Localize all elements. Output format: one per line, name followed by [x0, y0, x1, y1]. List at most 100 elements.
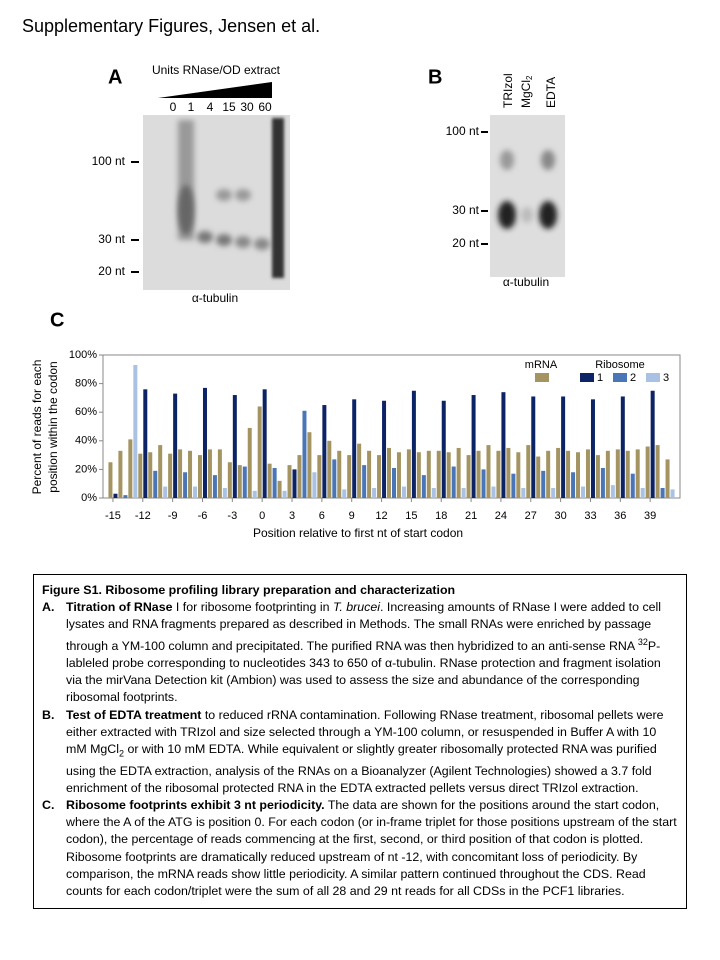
bar — [536, 456, 541, 498]
item-text: to reduced rRNA contamination. Following… — [66, 707, 664, 756]
y-tick-label: 20% — [75, 463, 97, 475]
bar — [516, 452, 521, 498]
bar — [307, 432, 312, 498]
legend-label: mRNA — [525, 359, 558, 371]
y-tick-label: 100% — [69, 349, 97, 361]
bar — [640, 487, 645, 498]
bar — [367, 450, 372, 498]
bar — [377, 455, 382, 498]
bar — [635, 449, 640, 498]
bar — [193, 486, 198, 498]
bar — [551, 487, 556, 498]
bar — [531, 396, 536, 498]
marker-label: 100 nt — [92, 154, 126, 168]
bar — [222, 487, 227, 498]
bar — [108, 462, 113, 498]
bar — [372, 487, 377, 498]
legend-swatch — [646, 373, 660, 382]
bar — [163, 486, 168, 498]
bar — [461, 487, 466, 498]
plot-frame — [102, 354, 681, 499]
lane-label-text: MgCl — [519, 80, 533, 108]
bar — [387, 447, 391, 498]
bar — [128, 439, 133, 498]
page-title: Supplementary Figures, Jensen et al. — [22, 16, 321, 36]
bar — [610, 485, 615, 498]
bar — [615, 449, 620, 498]
bar — [511, 473, 516, 498]
marker-label: 30 nt — [452, 203, 479, 217]
bar — [252, 490, 257, 498]
item-text: The data are shown for the positions aro… — [66, 798, 677, 899]
bar — [138, 453, 143, 498]
bar — [197, 455, 202, 498]
x-tick-label: 15 — [405, 510, 417, 522]
y-tick-label: 60% — [75, 406, 97, 418]
bar — [207, 449, 212, 498]
panel-label: A — [108, 66, 122, 88]
legend-swatch — [613, 373, 627, 382]
bar — [178, 449, 183, 498]
x-tick-label: 39 — [644, 510, 656, 522]
x-tick-label: 0 — [259, 510, 265, 522]
gel-image — [143, 115, 290, 290]
lane-label: 15 — [222, 100, 236, 114]
bar — [227, 462, 232, 498]
bar — [332, 459, 337, 498]
bar — [556, 447, 561, 498]
bar — [212, 475, 217, 498]
bar — [620, 396, 625, 498]
bar — [337, 450, 342, 498]
bar — [491, 486, 496, 498]
bar — [406, 449, 411, 498]
bar — [382, 400, 387, 498]
bar — [143, 389, 148, 498]
bar — [118, 450, 123, 498]
bar — [411, 390, 416, 498]
bar — [630, 473, 635, 498]
bar — [446, 452, 451, 498]
panel-label: B — [428, 66, 442, 88]
item-heading: Test of EDTA treatment — [66, 707, 202, 722]
bar — [267, 463, 272, 498]
bar — [282, 490, 287, 498]
bar — [581, 486, 586, 498]
x-tick-label: -3 — [227, 510, 237, 522]
bar — [396, 452, 401, 498]
bar — [153, 470, 158, 498]
bar — [600, 467, 605, 498]
bar — [670, 489, 675, 498]
item-label: A. — [42, 600, 55, 615]
caption-item: C. Ribosome footprints exhibit 3 nt perio… — [42, 797, 678, 900]
gradient-wedge — [158, 82, 272, 98]
item-text: 2 — [119, 748, 125, 759]
item-text: or with 10 mM EDTA. While equivalent or … — [66, 741, 657, 795]
lane-label: TRIzol — [501, 73, 515, 108]
bar — [426, 450, 431, 498]
x-tick-label: 33 — [584, 510, 596, 522]
bar — [362, 465, 367, 498]
bar — [247, 427, 252, 498]
bar — [501, 392, 506, 498]
bar — [347, 455, 352, 498]
x-tick-label: 30 — [554, 510, 566, 522]
bar — [526, 445, 531, 498]
y-tick-label: 40% — [75, 435, 97, 447]
caption-list: A. Titration of RNase I for ribosome foot… — [42, 599, 678, 900]
bar — [242, 466, 247, 498]
bar — [317, 455, 322, 498]
item-text: T. brucei — [332, 600, 381, 615]
y-tick-label: 80% — [75, 378, 97, 390]
bar — [173, 393, 178, 498]
bar — [625, 450, 630, 498]
bar — [441, 400, 446, 498]
lane-label-sub: 2 — [525, 75, 534, 80]
x-tick-label: -12 — [135, 510, 151, 522]
legend-group-title: Ribosome — [595, 359, 645, 371]
x-tick-label: 3 — [289, 510, 295, 522]
lane-label: 0 — [170, 100, 177, 114]
probe-label: α-tubulin — [192, 291, 238, 305]
probe-label: α-tubulin — [503, 275, 549, 289]
marker-label: 20 nt — [98, 264, 125, 278]
bar — [466, 455, 471, 498]
